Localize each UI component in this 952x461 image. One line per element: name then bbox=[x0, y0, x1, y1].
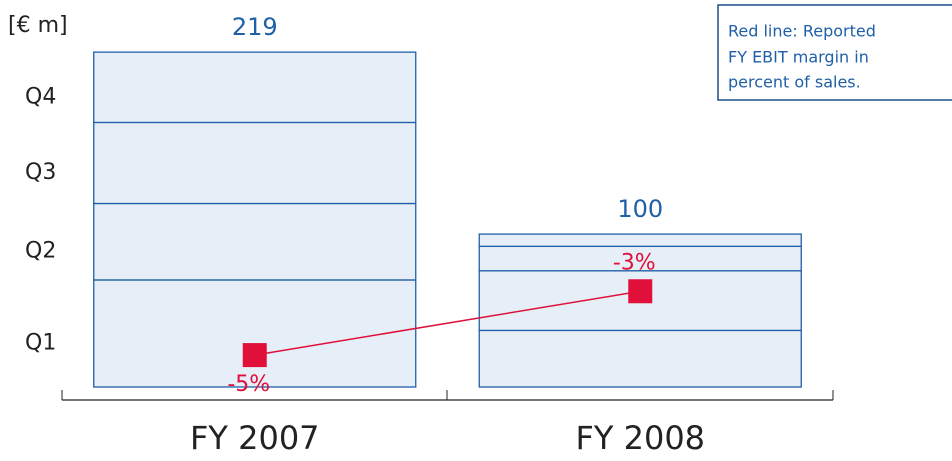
legend-label: Q2 bbox=[25, 239, 56, 264]
total-label: 100 bbox=[617, 195, 663, 223]
legend-label: Q3 bbox=[25, 160, 56, 185]
bar-segment bbox=[478, 329, 802, 388]
line-marker bbox=[628, 279, 653, 304]
line-marker bbox=[242, 343, 267, 368]
note-line: percent of sales. bbox=[728, 73, 861, 92]
value-label: -3% bbox=[613, 250, 656, 275]
note-line: Red line: Reported bbox=[728, 22, 876, 41]
x-tick-label: FY 2008 bbox=[575, 419, 705, 457]
x-tick-label: FY 2007 bbox=[190, 419, 320, 457]
unit-label: [€ m] bbox=[8, 13, 68, 38]
line bbox=[254, 290, 641, 356]
bar-segment bbox=[478, 245, 802, 272]
note-box bbox=[717, 4, 952, 101]
legend-label: Q1 bbox=[25, 330, 56, 355]
bar-segment bbox=[93, 121, 417, 205]
total-label: 219 bbox=[232, 13, 278, 41]
note: Red line: Reported FY EBIT margin in per… bbox=[728, 22, 876, 92]
bar-segment bbox=[93, 51, 417, 124]
bar-segment bbox=[478, 233, 802, 247]
bar-segment bbox=[93, 279, 417, 388]
legend-label: Q4 bbox=[25, 84, 56, 109]
bar-segment bbox=[93, 202, 417, 281]
value-label: -5% bbox=[227, 372, 270, 397]
note-line: FY EBIT margin in bbox=[728, 48, 869, 67]
